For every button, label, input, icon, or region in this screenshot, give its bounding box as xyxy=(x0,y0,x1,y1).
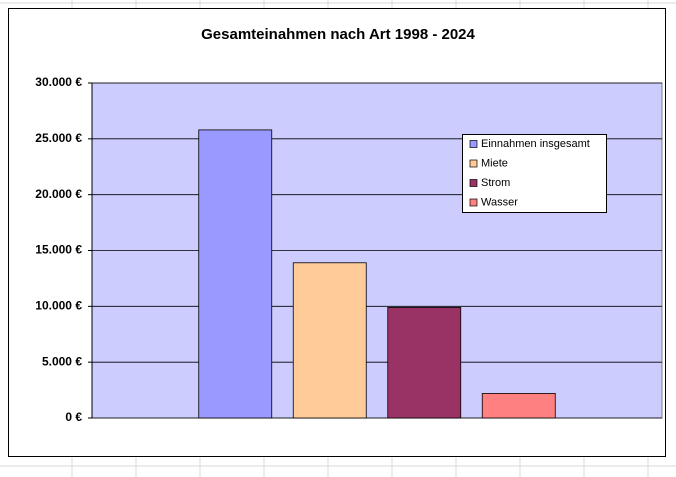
legend-swatch xyxy=(469,198,478,207)
legend-box xyxy=(462,134,607,213)
chart: 0 € 5.000 € 10.000 € 15.000 € 20.000 € 25.000… xyxy=(35,75,663,424)
legend: Einnahmen insgesamt Miete Strom Wasser xyxy=(462,134,607,213)
legend-label: Strom xyxy=(481,177,510,189)
y-tick-label: 30.000 € xyxy=(35,75,82,89)
y-tick-label: 20.000 € xyxy=(35,187,82,201)
y-tick-label: 0 € xyxy=(65,410,82,424)
legend-label: Miete xyxy=(481,157,508,169)
y-tick-label: 15.000 € xyxy=(35,243,82,257)
y-tick-label: 5.000 € xyxy=(42,354,82,368)
legend-swatch xyxy=(469,159,478,168)
bar xyxy=(481,393,556,419)
legend-swatch xyxy=(469,179,478,187)
y-tick-label: 25.000 € xyxy=(35,131,82,145)
bar xyxy=(387,307,462,419)
y-tick-label: 10.000 € xyxy=(35,299,82,313)
legend-label: Einnahmen insgesamt xyxy=(481,138,590,150)
chart-title: Gesamteinahmen nach Art 1998 - 2024 xyxy=(201,26,475,43)
legend-label: Wasser xyxy=(481,196,518,208)
bar xyxy=(198,129,273,419)
legend-swatch xyxy=(469,140,478,148)
bar xyxy=(292,262,367,419)
